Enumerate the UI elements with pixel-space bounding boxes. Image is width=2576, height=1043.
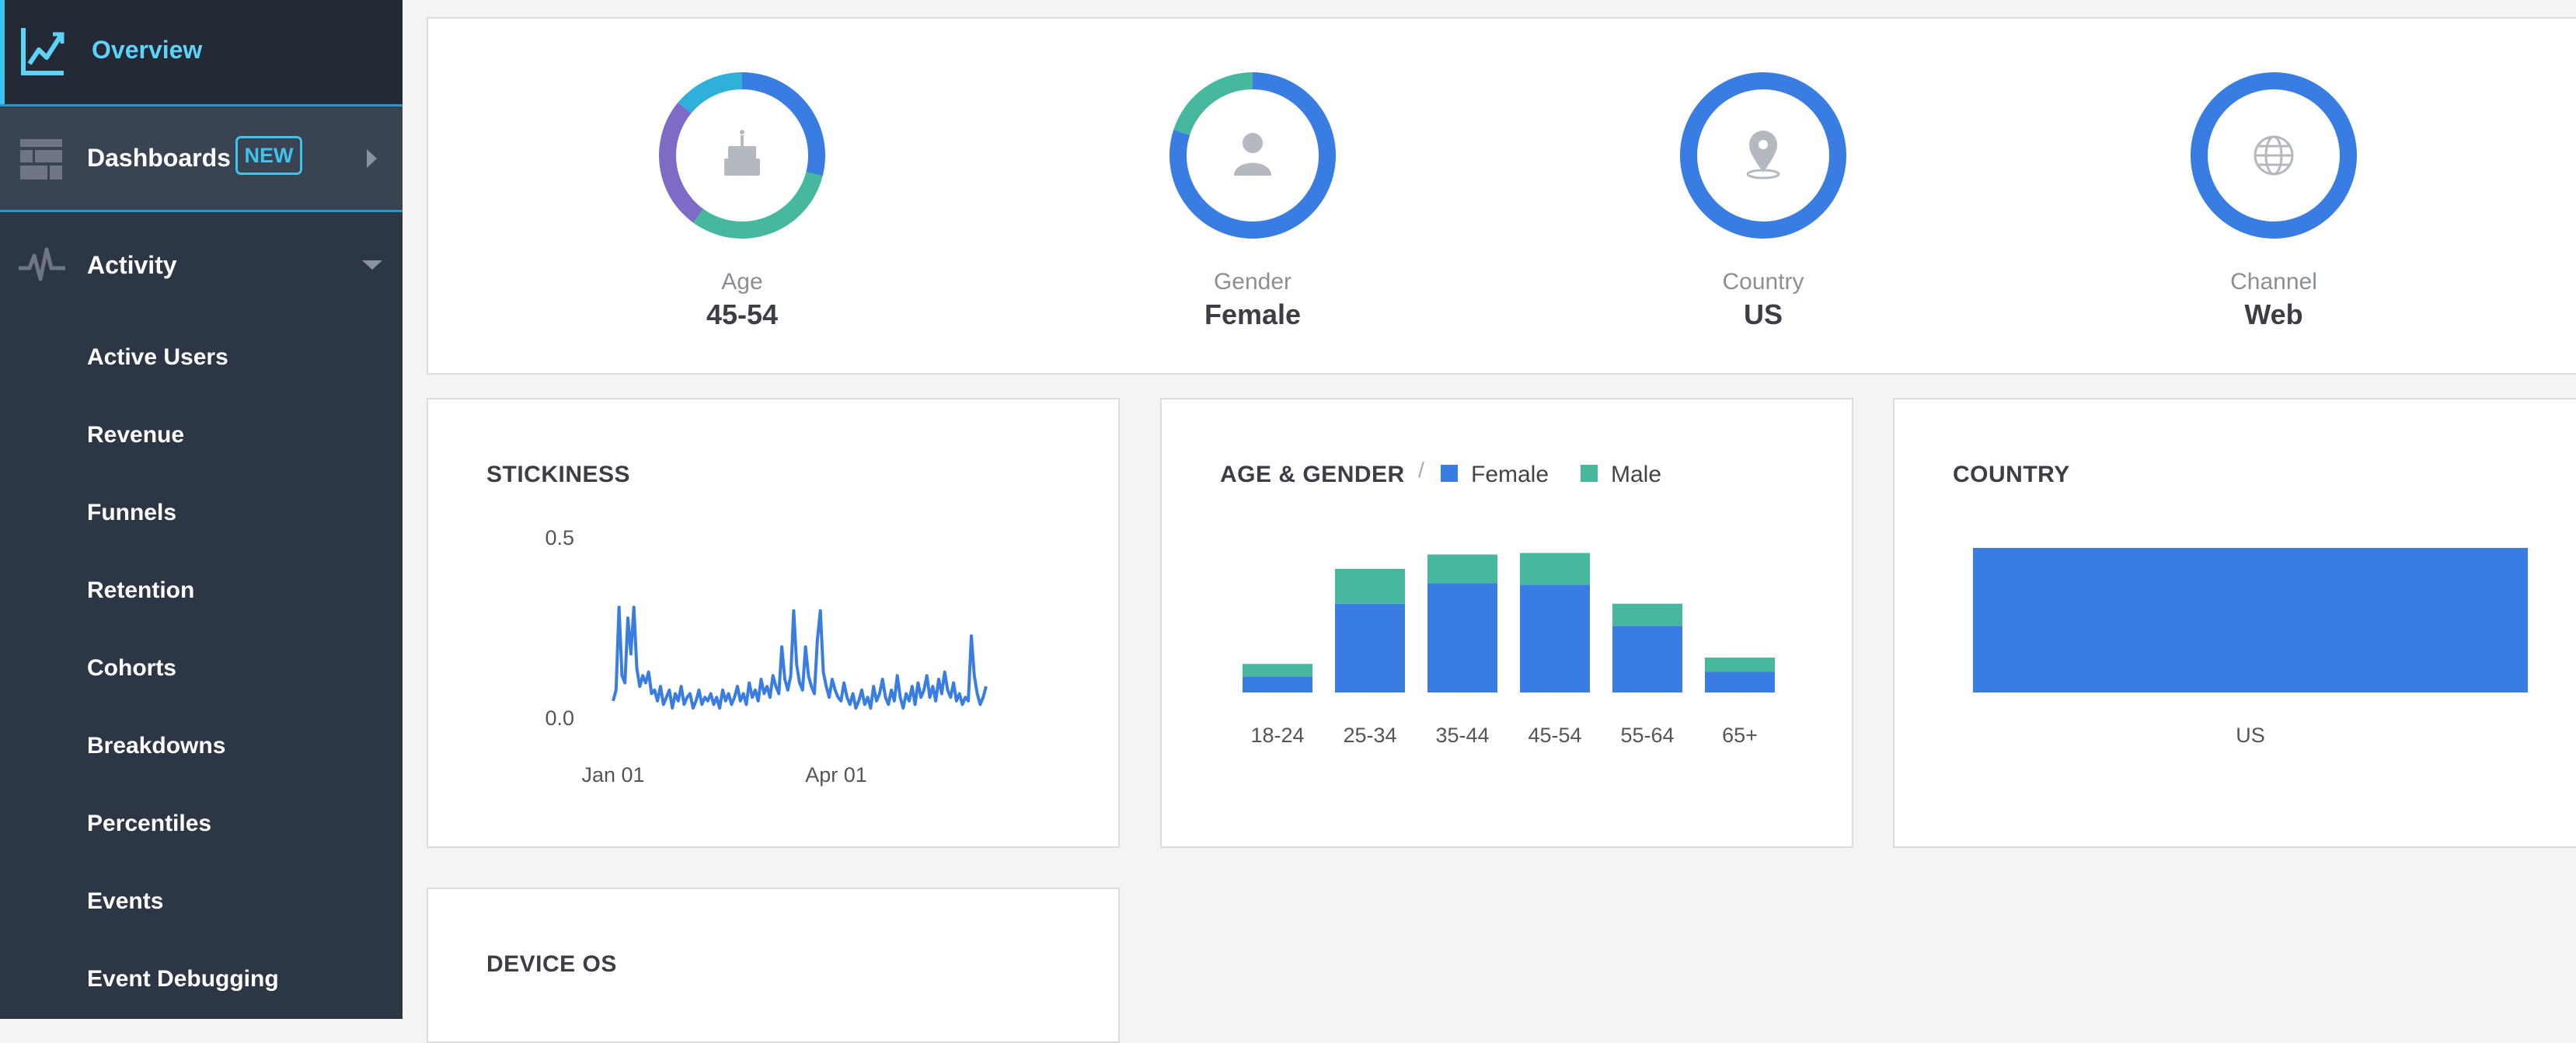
sidebar-item-event-debugging[interactable]: Event Debugging: [87, 966, 279, 992]
legend-label-male[interactable]: Male: [1611, 462, 1661, 487]
country-value: US: [1743, 298, 1783, 330]
bar-male-35-44[interactable]: [1427, 554, 1497, 584]
stickiness-title: STICKINESS: [486, 462, 631, 487]
nav-activity-label: Activity: [87, 251, 177, 279]
sidebar-item-cohorts[interactable]: Cohorts: [87, 655, 176, 681]
sidebar-item-revenue[interactable]: Revenue: [87, 422, 185, 448]
donut-slice: [678, 72, 742, 113]
donut-slice: [742, 72, 825, 176]
sidebar-item-active-users[interactable]: Active Users: [87, 344, 228, 370]
x-tick-label: 25-34: [1343, 724, 1396, 747]
country-card: COUNTRY US: [1893, 398, 2576, 848]
gender-donut-chart: [1169, 72, 1336, 239]
bar-female-25-34[interactable]: [1335, 603, 1405, 692]
gender-label: Gender: [1213, 269, 1292, 295]
age-gender-title: AGE & GENDER: [1220, 462, 1405, 487]
user-icon: [1234, 133, 1271, 176]
country-title: COUNTRY: [1953, 462, 2070, 487]
chevron-right-icon[interactable]: [367, 149, 377, 168]
nav-activity[interactable]: Activity: [0, 212, 403, 321]
x-tick-label: 45-54: [1528, 724, 1581, 747]
channel-value: Web: [2244, 298, 2303, 330]
nav-dashboards-label: Dashboards: [87, 144, 231, 172]
dashboard-grid-icon: [20, 139, 62, 180]
bar-male-45-54[interactable]: [1520, 553, 1590, 585]
nav-overview-label: Overview: [92, 36, 203, 64]
age-value: 45-54: [706, 298, 779, 330]
x-tick-label: US: [2236, 724, 2265, 747]
bar-US[interactable]: [1973, 548, 2528, 692]
nav-divider: [0, 104, 403, 106]
country-label: Country: [1722, 269, 1804, 295]
age-label: Age: [721, 269, 763, 295]
globe-icon: [2254, 135, 2294, 176]
pulse-icon: [19, 247, 65, 281]
birthday-cake-icon: [724, 130, 760, 176]
bar-female-55-64[interactable]: [1612, 626, 1682, 692]
legend-swatch-female: [1441, 465, 1458, 482]
x-tick-label: 55-64: [1620, 724, 1674, 747]
sidebar-item-funnels[interactable]: Funnels: [87, 500, 177, 525]
channel-label: Channel: [2230, 269, 2317, 295]
age-donut-chart: [659, 72, 825, 239]
map-pin-icon: [1746, 131, 1780, 180]
bar-female-45-54[interactable]: [1520, 584, 1590, 692]
summary-card: Age 45-54 Gender Female Country US: [427, 17, 2576, 375]
donut-slice: [1173, 72, 1253, 135]
age-donut[interactable]: Age 45-54: [637, 58, 847, 331]
bar-male-55-64[interactable]: [1612, 603, 1682, 626]
sidebar-item-percentiles[interactable]: Percentiles: [87, 811, 212, 836]
bar-female-65+[interactable]: [1705, 671, 1775, 692]
sidebar-item-breakdowns[interactable]: Breakdowns: [87, 733, 226, 759]
sidebar-item-retention[interactable]: Retention: [87, 577, 195, 603]
x-tick-label: 18-24: [1250, 724, 1304, 747]
bar-male-65+[interactable]: [1705, 658, 1775, 672]
channel-donut-chart: [2191, 72, 2357, 239]
sidebar-item-events[interactable]: Events: [87, 888, 164, 914]
country-donut[interactable]: Country US: [1658, 58, 1868, 331]
donut-slice: [1680, 72, 1846, 239]
device-os-title: DEVICE OS: [486, 951, 617, 977]
chart-trend-icon: [21, 28, 64, 75]
x-tick-label: Jan 01: [581, 763, 644, 787]
country-chart[interactable]: US: [1895, 399, 2576, 846]
legend-swatch-male: [1581, 465, 1598, 482]
bar-female-18-24[interactable]: [1243, 676, 1312, 692]
nav-divider: [0, 210, 403, 212]
nav-dashboards[interactable]: Dashboards NEW: [0, 106, 403, 210]
country-donut-chart: [1680, 72, 1846, 239]
x-tick-label: 65+: [1722, 724, 1758, 747]
stickiness-series-line: [612, 605, 988, 710]
legend-label-female[interactable]: Female: [1471, 462, 1549, 487]
y-tick-label: 0.0: [545, 706, 574, 730]
y-tick-label: 0.5: [545, 526, 574, 549]
bar-male-25-34[interactable]: [1335, 568, 1405, 604]
donut-slice: [2191, 72, 2357, 239]
sidebar: Overview Dashboards NEW Activity Active …: [0, 0, 403, 1019]
gender-value: Female: [1204, 298, 1302, 330]
bar-male-18-24[interactable]: [1243, 664, 1312, 677]
new-badge: NEW: [235, 136, 302, 175]
channel-donut[interactable]: Channel Web: [2169, 58, 2379, 331]
legend-separator: /: [1418, 458, 1424, 482]
stickiness-chart[interactable]: 0.5 0.0 Jan 01 Apr 01: [428, 399, 1118, 846]
device-os-card: DEVICE OS: [427, 888, 1120, 1043]
gender-donut[interactable]: Gender Female: [1148, 58, 1358, 331]
age-gender-card: AGE & GENDER / Female Male 18-24 25-34 35-…: [1160, 398, 1853, 848]
x-tick-label: 35-44: [1435, 724, 1489, 747]
chevron-down-icon[interactable]: [362, 260, 382, 270]
x-tick-label: Apr 01: [805, 763, 867, 787]
nav-overview[interactable]: Overview: [0, 0, 403, 104]
donut-slice: [693, 172, 823, 239]
stickiness-card: STICKINESS 0.5 0.0 Jan 01 Apr 01: [427, 398, 1120, 848]
donut-slice: [659, 102, 704, 223]
age-gender-chart[interactable]: / Female Male 18-24 25-34 35-44 45-54 55-64 6…: [1162, 399, 1852, 846]
bar-female-35-44[interactable]: [1427, 583, 1497, 692]
